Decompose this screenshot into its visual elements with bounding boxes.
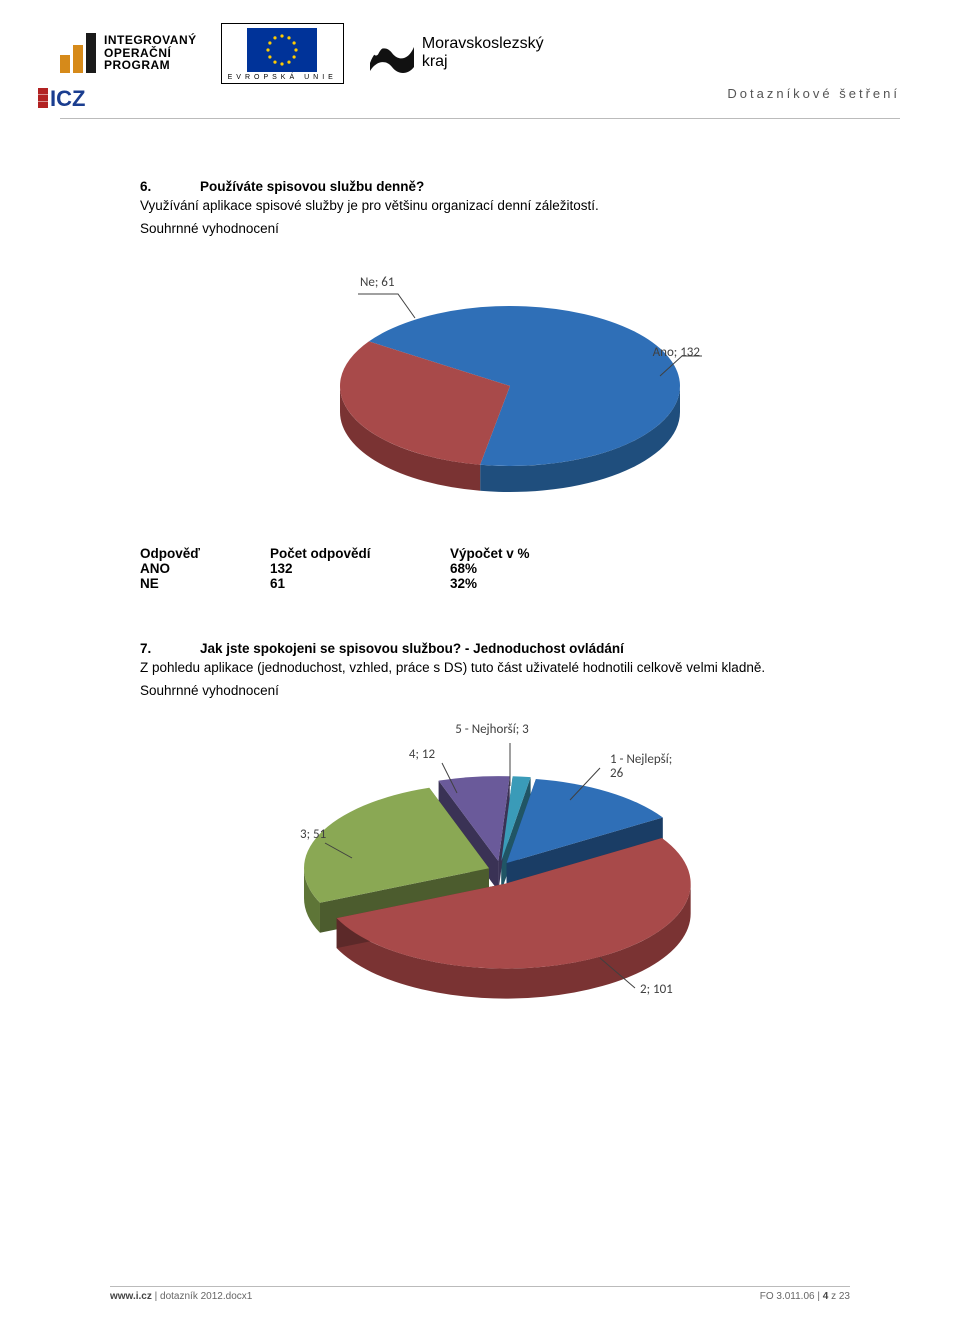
q6-r2c2: 61 bbox=[270, 576, 450, 591]
q6-number: 6. bbox=[140, 179, 200, 194]
msk-line2: kraj bbox=[422, 53, 544, 71]
footer-left: www.i.cz | dotazník 2012.docx1 bbox=[110, 1291, 252, 1302]
svg-text:Ano; 132: Ano; 132 bbox=[653, 345, 701, 360]
content: 6.Používáte spisovou službu denně? Využí… bbox=[60, 119, 900, 1028]
footer-right: FO 3.011.06 | 4 z 23 bbox=[760, 1291, 850, 1302]
footer-page-total: 23 bbox=[839, 1291, 850, 1302]
logo-iop: INTEGROVANÝ OPERAČNÍ PROGRAM bbox=[60, 33, 197, 73]
q7-title: Jak jste spokojeni se spisovou službou? … bbox=[200, 641, 624, 656]
table-row: Odpověď Počet odpovědí Výpočet v % bbox=[140, 546, 840, 561]
svg-text:1 - Nejlepší;26: 1 - Nejlepší;26 bbox=[610, 752, 672, 781]
q6-summary-label: Souhrnné vyhodnocení bbox=[140, 221, 840, 236]
table-row: NE 61 32% bbox=[140, 576, 840, 591]
q7-heading: 7.Jak jste spokojeni se spisovou službou… bbox=[140, 641, 840, 656]
footer-page-mid: z bbox=[828, 1291, 839, 1302]
q6-r2c1: NE bbox=[140, 576, 270, 591]
msk-wave-icon bbox=[368, 33, 416, 73]
q6-th-1: Odpověď bbox=[140, 546, 270, 561]
footer-right-code: FO 3.011.06 bbox=[760, 1291, 815, 1302]
q6-r1c1: ANO bbox=[140, 561, 270, 576]
iop-text: INTEGROVANÝ OPERAČNÍ PROGRAM bbox=[104, 34, 197, 72]
svg-text:4; 12: 4; 12 bbox=[409, 747, 436, 762]
svg-text:Ne; 61: Ne; 61 bbox=[360, 275, 394, 290]
logo-msk: Moravskoslezský kraj bbox=[368, 33, 544, 73]
q7-number: 7. bbox=[140, 641, 200, 656]
msk-line1: Moravskoslezský bbox=[422, 35, 544, 53]
q6-text: Využívání aplikace spisové služby je pro… bbox=[140, 198, 840, 213]
q7-chart: 5 - Nejhorší; 3 4; 12 1 - Nejlepší;26 3; 51… bbox=[190, 708, 790, 1028]
svg-text:5 - Nejhorší; 3: 5 - Nejhorší; 3 bbox=[455, 722, 529, 737]
eu-caption: EVROPSKÁ UNIE bbox=[228, 74, 337, 81]
footer-sep: | bbox=[152, 1291, 160, 1302]
svg-text:3; 51: 3; 51 bbox=[300, 827, 326, 842]
iop-bars-icon bbox=[60, 33, 96, 73]
q6-r1c2: 132 bbox=[270, 561, 450, 576]
table-row: ANO 132 68% bbox=[140, 561, 840, 576]
msk-text: Moravskoslezský kraj bbox=[422, 35, 544, 71]
footer-left-file: dotazník 2012.docx1 bbox=[160, 1291, 252, 1302]
logo-eu: EVROPSKÁ UNIE bbox=[221, 23, 344, 84]
header: INTEGROVANÝ OPERAČNÍ PROGRAM bbox=[60, 18, 900, 88]
q6-r2c3: 32% bbox=[450, 576, 610, 591]
icz-stripes-icon bbox=[38, 88, 48, 108]
q7-text: Z pohledu aplikace (jednoduchost, vzhled… bbox=[140, 660, 840, 675]
footer: www.i.cz | dotazník 2012.docx1 FO 3.011.… bbox=[110, 1286, 850, 1302]
logo-icz: ICZ bbox=[38, 86, 85, 112]
q6-th-2: Počet odpovědí bbox=[270, 546, 450, 561]
footer-sep: | bbox=[815, 1291, 823, 1302]
q7-summary-label: Souhrnné vyhodnocení bbox=[140, 683, 840, 698]
q6-r1c3: 68% bbox=[450, 561, 610, 576]
svg-text:2; 101: 2; 101 bbox=[640, 982, 673, 997]
q6-title: Používáte spisovou službu denně? bbox=[200, 179, 424, 194]
eu-flag-icon bbox=[247, 28, 317, 72]
q6-table: Odpověď Počet odpovědí Výpočet v % ANO 1… bbox=[140, 546, 840, 591]
footer-left-prefix: www.i.cz bbox=[110, 1291, 152, 1302]
q6-heading: 6.Používáte spisovou službu denně? bbox=[140, 179, 840, 194]
header-right-label: Dotazníkové šetření bbox=[727, 86, 900, 101]
q6-chart: Ne; 61 Ano; 132 bbox=[190, 246, 790, 516]
iop-line1: INTEGROVANÝ bbox=[104, 34, 197, 47]
q6-th-3: Výpočet v % bbox=[450, 546, 610, 561]
iop-line3: PROGRAM bbox=[104, 59, 197, 72]
